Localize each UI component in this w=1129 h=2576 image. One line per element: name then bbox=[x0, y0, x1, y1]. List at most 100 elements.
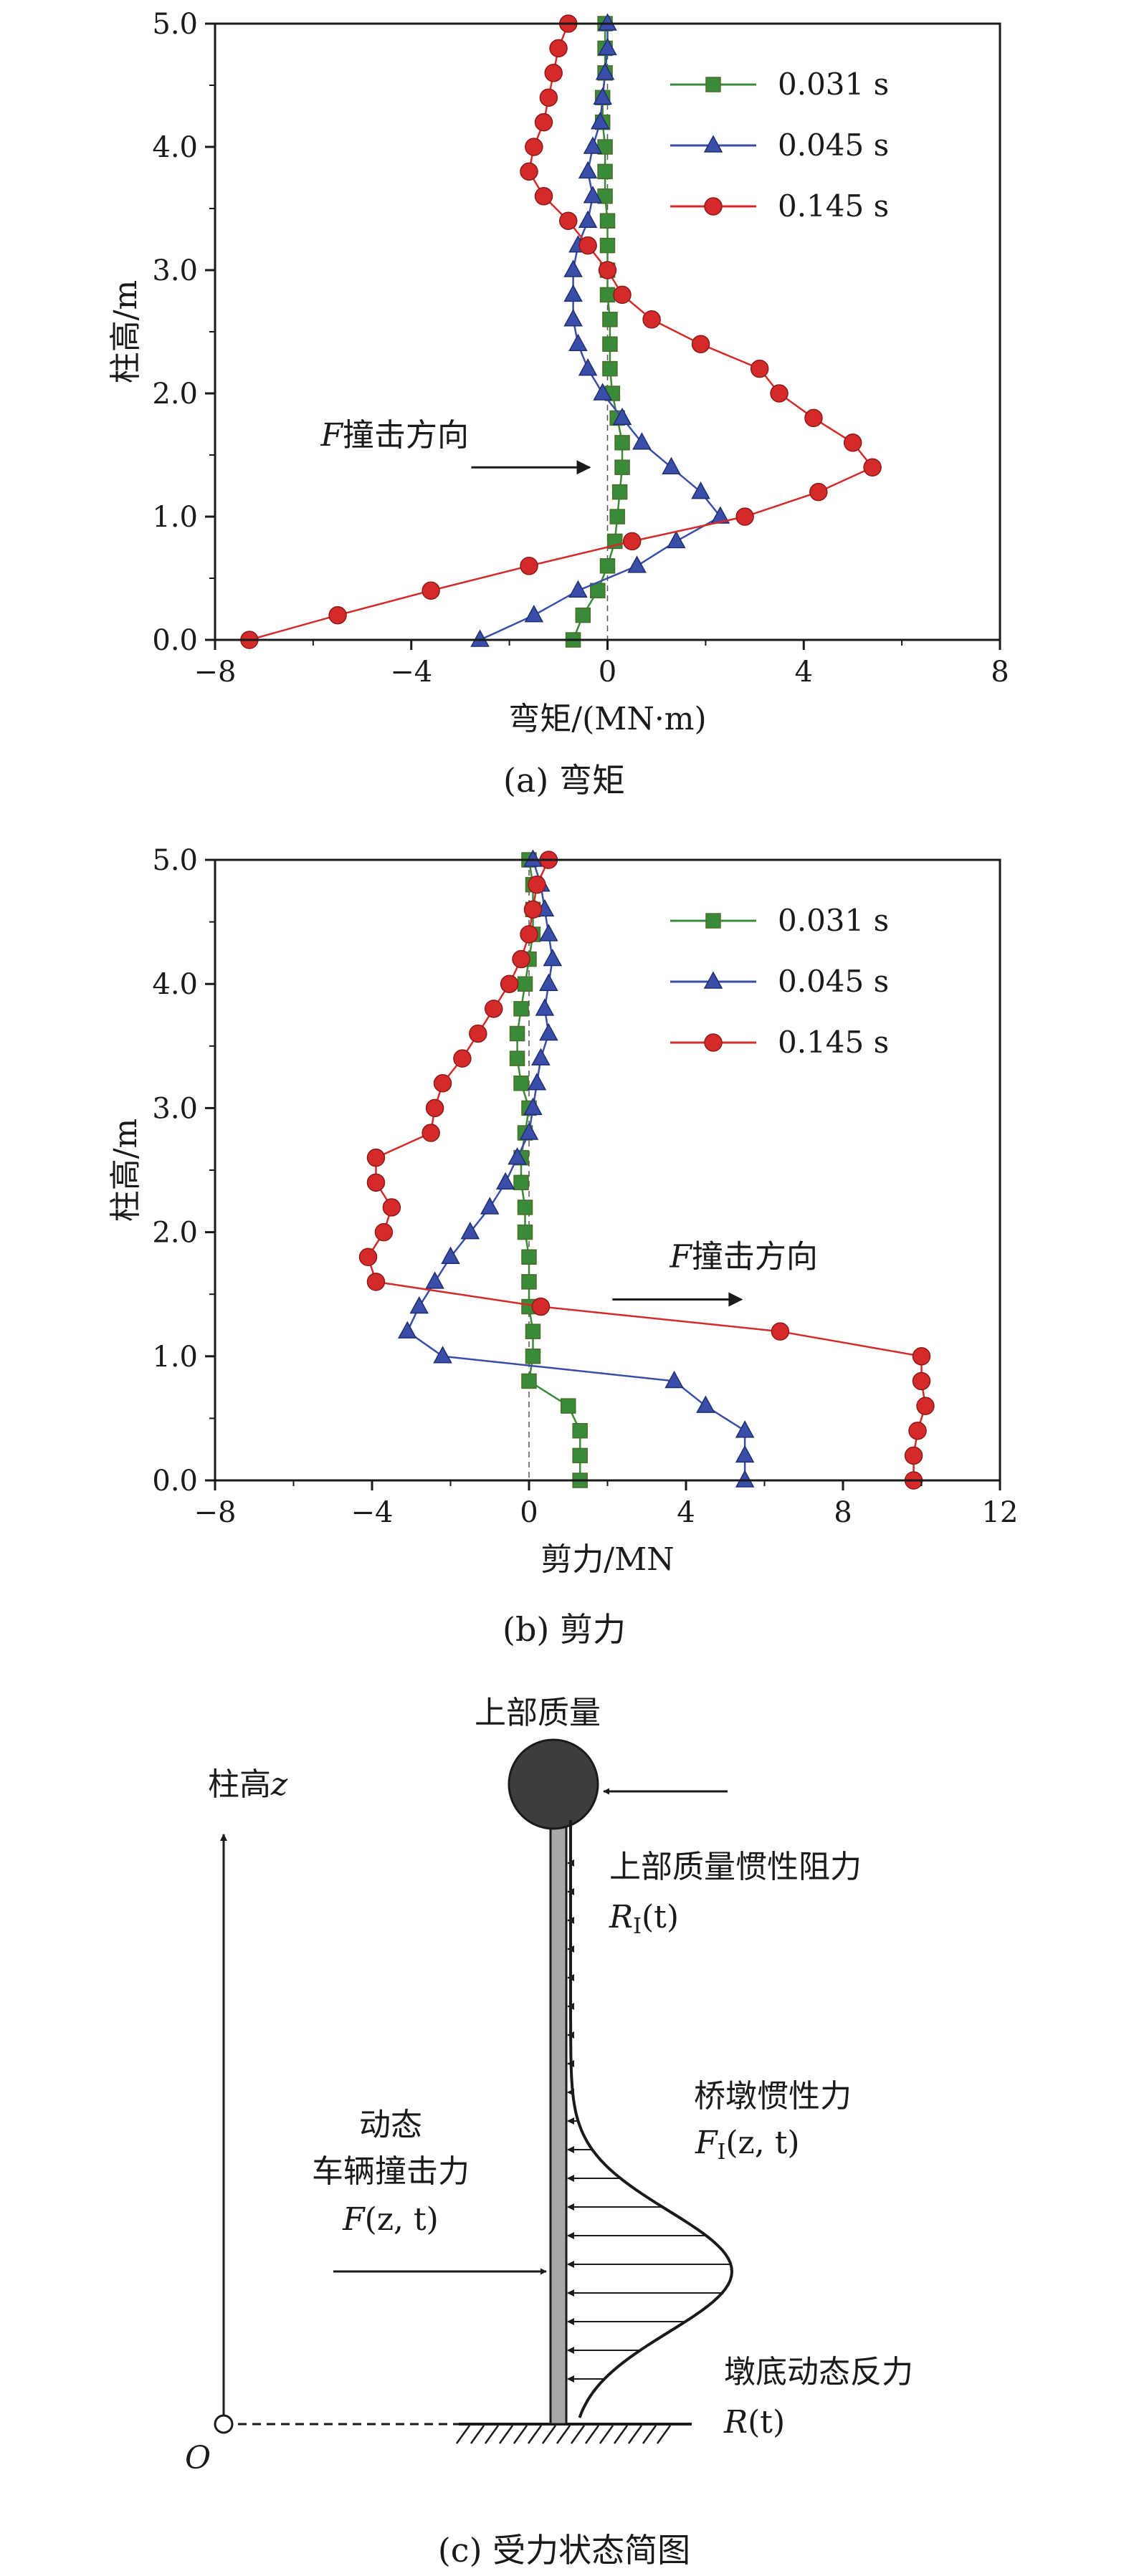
data-point bbox=[549, 39, 568, 58]
data-point bbox=[750, 359, 769, 378]
data-point bbox=[508, 1147, 527, 1165]
legend: 0.031 s 0.045 s 0.145 s bbox=[670, 903, 889, 1060]
hatch-line bbox=[513, 2425, 528, 2444]
data-point bbox=[517, 976, 533, 992]
data-point bbox=[539, 973, 558, 991]
data-point bbox=[433, 1074, 452, 1093]
data-point bbox=[662, 456, 681, 474]
data-point bbox=[398, 1321, 417, 1339]
data-point bbox=[602, 360, 618, 377]
data-point bbox=[543, 948, 563, 967]
x-tick-label: 8 bbox=[991, 656, 1009, 689]
data-point bbox=[470, 629, 490, 647]
data-point bbox=[908, 1421, 927, 1440]
hatch-line bbox=[527, 2425, 543, 2444]
top-mass bbox=[508, 1738, 599, 1830]
data-point bbox=[520, 925, 538, 944]
series-line bbox=[249, 23, 875, 641]
x-tick-label: 8 bbox=[834, 1496, 852, 1529]
data-point bbox=[523, 849, 543, 867]
impact-direction-label: F撞击方向 bbox=[669, 1239, 818, 1275]
data-point bbox=[664, 1370, 684, 1389]
data-point bbox=[500, 975, 519, 993]
data-point bbox=[409, 1296, 429, 1314]
shear-force-chart: −8 −4 0 4 8 12 0.0 1.0 2.0 3.0 4.0 5.0 剪力/MN 柱高/m 0.03… bbox=[108, 844, 1018, 1578]
x-tick-label: −4 bbox=[351, 1496, 394, 1529]
data-point bbox=[609, 509, 625, 525]
data-point bbox=[328, 605, 347, 625]
pier-inertia-label: 桥墩惯性力 bbox=[694, 2078, 852, 2115]
data-point bbox=[599, 287, 616, 303]
data-point bbox=[572, 1447, 588, 1464]
data-point bbox=[912, 1371, 931, 1391]
data-point bbox=[525, 1323, 541, 1339]
data-point bbox=[433, 1346, 452, 1364]
x-tick-label: −8 bbox=[194, 656, 237, 689]
data-point bbox=[614, 435, 630, 451]
x-tick-label: 0 bbox=[599, 656, 616, 689]
y-tick-label: 1.0 bbox=[152, 1341, 198, 1374]
data-point bbox=[578, 210, 598, 228]
hatch-line bbox=[570, 2425, 586, 2444]
y-tick-label: 5.0 bbox=[152, 844, 198, 877]
impact-direction-annotation: F撞击方向 bbox=[320, 417, 591, 475]
data-point bbox=[480, 1197, 500, 1215]
data-point bbox=[531, 1297, 551, 1316]
data-point bbox=[614, 459, 630, 475]
legend: 0.031 s 0.045 s 0.145 s bbox=[670, 67, 889, 224]
data-point bbox=[642, 310, 661, 329]
hatch-line bbox=[498, 2425, 514, 2444]
data-point bbox=[520, 557, 538, 575]
data-point bbox=[613, 285, 632, 305]
data-point bbox=[425, 1098, 444, 1118]
data-point bbox=[484, 1000, 503, 1018]
data-point bbox=[735, 1470, 755, 1488]
legend-entry: 0.045 s bbox=[778, 128, 889, 163]
data-point bbox=[531, 1048, 551, 1066]
hatch-line bbox=[584, 2425, 600, 2444]
hatch-line bbox=[599, 2425, 614, 2444]
data-point bbox=[441, 1246, 460, 1264]
x-tick-label: 4 bbox=[677, 1496, 695, 1529]
series-line bbox=[367, 859, 927, 1480]
impact-label-2: 车辆撞击力 bbox=[312, 2153, 470, 2190]
data-point bbox=[358, 1248, 378, 1266]
series-0-045-s bbox=[470, 13, 730, 647]
data-point bbox=[509, 1050, 525, 1066]
data-point bbox=[539, 924, 558, 942]
data-point bbox=[521, 1249, 537, 1265]
data-point bbox=[527, 1073, 547, 1091]
data-point bbox=[539, 88, 558, 107]
data-point bbox=[583, 136, 603, 154]
data-point bbox=[627, 555, 647, 573]
data-point bbox=[735, 507, 754, 526]
pier-inertia-arrows bbox=[567, 1859, 731, 2383]
data-point bbox=[622, 532, 642, 551]
data-point bbox=[572, 1422, 588, 1439]
data-point bbox=[599, 237, 616, 254]
data-point bbox=[563, 309, 583, 327]
data-point bbox=[691, 482, 710, 499]
data-point bbox=[598, 261, 617, 279]
data-point bbox=[528, 875, 546, 894]
y-tick-label: 2.0 bbox=[152, 378, 198, 411]
data-point bbox=[512, 949, 530, 969]
data-point bbox=[667, 530, 686, 549]
data-point bbox=[509, 1025, 525, 1042]
height-axis-label: 柱高z bbox=[208, 1766, 288, 1803]
data-point bbox=[539, 1023, 558, 1041]
bending-moment-chart: −8 −4 0 4 8 0.0 1.0 2.0 3.0 4.0 5.0 弯矩/(MN·m) 柱高/m 0.… bbox=[108, 8, 1009, 737]
hatch-line bbox=[484, 2425, 500, 2444]
x-axis-label: 剪力/MN bbox=[540, 1541, 674, 1578]
legend-entry: 0.031 s bbox=[778, 67, 889, 102]
legend-swatch-marker bbox=[705, 913, 721, 929]
x-tick-label: 12 bbox=[982, 1496, 1019, 1529]
series-0-031-s bbox=[509, 852, 588, 1488]
series-0-045-s bbox=[398, 849, 755, 1488]
hatch-line bbox=[627, 2425, 643, 2444]
data-point bbox=[598, 13, 617, 31]
x-tick-label: −4 bbox=[390, 656, 432, 689]
data-point bbox=[534, 187, 553, 206]
y-tick-label: 1.0 bbox=[152, 501, 198, 534]
data-point bbox=[519, 1122, 539, 1140]
